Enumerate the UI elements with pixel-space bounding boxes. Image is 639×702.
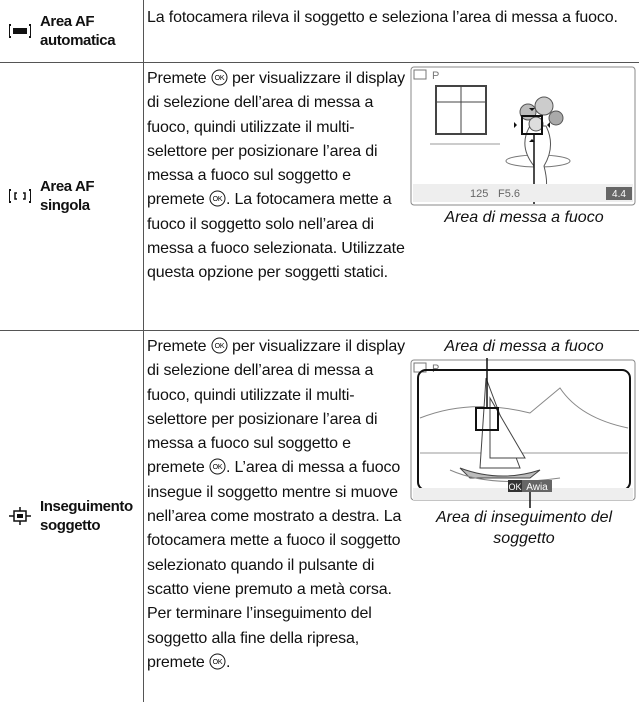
label-text: Area AF singola bbox=[40, 178, 95, 214]
description: La fotocamera rileva il soggetto e selez… bbox=[147, 6, 635, 30]
wb: Awia bbox=[526, 482, 548, 493]
ok-icon: OK bbox=[209, 458, 226, 475]
text: . La fotocamera mette a fuoco il soggett… bbox=[147, 191, 405, 282]
svg-text:OK: OK bbox=[214, 75, 224, 82]
ok-icon: OK bbox=[209, 653, 226, 670]
caption: Area di inseguimento del soggetto bbox=[435, 509, 613, 547]
svg-text:OK: OK bbox=[213, 464, 223, 471]
caption: Area di messa a fuoco bbox=[444, 209, 604, 226]
row-rule bbox=[0, 330, 639, 331]
caption: Area di messa a fuoco bbox=[444, 338, 604, 355]
row-rule bbox=[0, 62, 639, 63]
text: Premete bbox=[147, 338, 211, 355]
aperture: F5.6 bbox=[498, 188, 520, 200]
text: per visualizzare il display di selezione… bbox=[147, 70, 405, 209]
label-text: Area AF automatica bbox=[40, 13, 116, 49]
row-label: Area AF singola bbox=[0, 62, 143, 330]
row-label: Inseguimento soggetto bbox=[0, 330, 143, 702]
ok-label: OK bbox=[508, 482, 521, 492]
ok-icon: OK bbox=[209, 190, 226, 207]
text: per visualizzare il display di selezione… bbox=[147, 338, 405, 477]
shutter: 125 bbox=[470, 188, 488, 200]
ok-icon: OK bbox=[211, 337, 228, 354]
row-label: Area AF automatica bbox=[0, 0, 143, 62]
mode: P bbox=[432, 70, 439, 82]
af-icon bbox=[9, 189, 31, 203]
text: La fotocamera rileva il soggetto e selez… bbox=[147, 9, 618, 26]
description: Premete OK per visualizzare il display d… bbox=[147, 67, 405, 286]
af-icon bbox=[9, 24, 31, 38]
svg-text:OK: OK bbox=[213, 659, 223, 666]
description: Premete OK per visualizzare il display d… bbox=[147, 335, 405, 675]
text: . bbox=[225, 653, 231, 671]
camera-screen: P OK Awia bbox=[410, 358, 636, 508]
column-rule bbox=[143, 0, 144, 702]
text: . L’area di messa a fuoco insegue il sog… bbox=[147, 459, 402, 671]
ok-icon: OK bbox=[211, 69, 228, 86]
svg-text:OK: OK bbox=[213, 196, 223, 203]
label-text: Inseguimento soggetto bbox=[40, 498, 133, 534]
svg-text:OK: OK bbox=[214, 343, 224, 350]
value: 4.4 bbox=[612, 189, 626, 200]
text: Premete bbox=[147, 70, 211, 87]
camera-screen: P 125 F5.6 4.4 bbox=[410, 66, 636, 206]
af-icon bbox=[9, 507, 31, 525]
